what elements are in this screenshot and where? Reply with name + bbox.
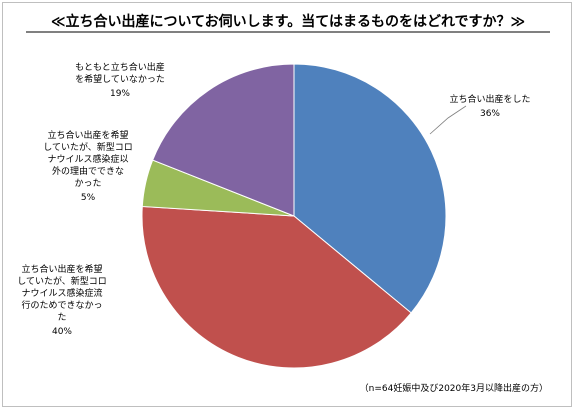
label-line: を希望していなかった (75, 73, 165, 85)
label-line: 立ち合い出産を希望 (47, 129, 128, 141)
percent-label: 19% (110, 89, 130, 99)
leader-line (429, 105, 467, 135)
label-line: 行のためできなかっ (21, 299, 102, 311)
label-line: していたが、新型コロ (43, 141, 133, 153)
label-line: 立ち合い出産を希望 (21, 263, 102, 275)
label-line: ナウイルス感染症以 (47, 153, 128, 165)
chart-title: ≪立ち合い出産についてお伺いします。当てはまるものをはどれですか？≫ (51, 13, 525, 30)
label-line: 外の理由でできな (52, 165, 124, 177)
percent-label: 36% (480, 109, 500, 119)
label-line: ナウイルス感染症流 (21, 287, 102, 299)
label-line: していたが、新型コロ (17, 275, 107, 287)
slice-not-wanted (152, 63, 295, 217)
percent-label: 40% (52, 327, 72, 337)
label-line: もともと立ち合い出産 (75, 61, 165, 73)
label-line: た (57, 312, 66, 323)
label-line: かった (74, 178, 101, 189)
slice-covid (141, 205, 412, 369)
sample-note: （n=64妊娠中及び2020年3月以降出産の方） (360, 382, 548, 394)
label-line: 立ち合い出産をした (449, 93, 530, 105)
slice-did (293, 63, 447, 314)
data-label-did: 立ち合い出産をした 36% (449, 93, 530, 119)
percent-label: 5% (81, 193, 96, 203)
